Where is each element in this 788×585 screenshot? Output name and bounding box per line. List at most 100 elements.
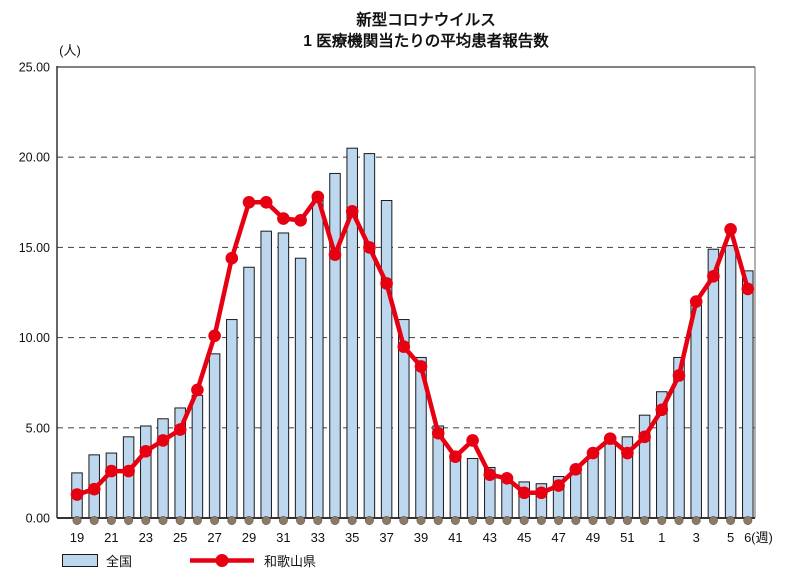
legend: 全国 和歌山県: [62, 551, 316, 570]
x-tick-29: 29: [242, 530, 256, 545]
x-tick-5: 5: [727, 530, 734, 545]
line-point-week-42: [466, 434, 479, 447]
line-point-week-52: [638, 430, 651, 444]
baseline-dot-week-26: [192, 515, 202, 525]
x-tick-39: 39: [414, 530, 428, 545]
baseline-dot-week-21: [106, 515, 116, 525]
x-tick-33: 33: [311, 530, 325, 545]
baseline-dot-week-2: [674, 515, 684, 525]
y-tick-20.00: 20.00: [19, 151, 50, 165]
x-tick-25: 25: [173, 530, 187, 545]
line-point-week-45: [517, 486, 531, 500]
bar-week-41: [449, 456, 462, 519]
x-tick-21: 21: [104, 530, 118, 545]
bar-series-zenkoku: [71, 147, 754, 519]
bar-week-24: [157, 418, 169, 519]
bar-week-6: [742, 270, 754, 519]
line-point-week-5: [724, 223, 737, 236]
line-point-week-31: [277, 212, 290, 225]
baseline-dot-week-24: [158, 515, 168, 525]
legend-label-zenkoku: 全国: [106, 554, 133, 569]
bar-week-49: [587, 454, 599, 519]
baseline-dot-week-19: [72, 515, 82, 525]
baseline-dot-week-27: [210, 515, 220, 525]
baseline-dot-week-32: [296, 515, 306, 525]
bar-week-31: [277, 232, 290, 519]
y-tick-10.00: 10.00: [19, 331, 50, 345]
baseline-dot-week-38: [399, 515, 409, 525]
x-tick-35: 35: [345, 530, 359, 545]
baseline-dot-week-4: [708, 515, 718, 525]
baseline-dot-week-41: [450, 515, 460, 525]
x-axis-unit-label: (週): [751, 530, 773, 545]
baseline-dot-week-42: [468, 515, 478, 525]
line-point-week-43: [483, 468, 497, 482]
line-point-week-19: [70, 488, 84, 501]
bar-week-33: [312, 194, 324, 519]
x-tick-19: 19: [70, 530, 84, 545]
baseline-dot-week-48: [571, 515, 581, 525]
line-point-week-32: [294, 214, 307, 227]
bar-week-22: [122, 436, 135, 519]
line-point-week-35: [345, 205, 359, 218]
y-axis-unit-label: (人): [59, 43, 81, 58]
line-point-week-3: [689, 295, 703, 308]
line-point-week-40: [431, 426, 445, 440]
baseline-dot-week-31: [278, 515, 288, 525]
bar-week-21: [105, 452, 118, 519]
line-point-week-22: [122, 464, 135, 478]
bar-week-30: [260, 230, 272, 519]
x-tick-23: 23: [139, 530, 153, 545]
line-point-week-23: [139, 444, 153, 458]
x-tick-45: 45: [517, 530, 531, 545]
bar-week-23: [140, 425, 152, 519]
baseline-dot-week-46: [536, 515, 546, 525]
legend-item-zenkoku: 全国: [62, 551, 132, 570]
baseline-dot-week-20: [89, 515, 99, 525]
line-point-week-29: [242, 196, 256, 209]
x-tick-41: 41: [448, 530, 462, 545]
x-tick-6: 6: [744, 530, 751, 545]
baseline-dot-week-25: [175, 515, 185, 525]
x-tick-37: 37: [379, 530, 393, 545]
line-point-week-27: [208, 329, 221, 343]
baseline-dot-week-51: [622, 515, 632, 525]
bar-week-32: [294, 257, 307, 519]
line-point-week-20: [87, 482, 101, 496]
baseline-dot-week-44: [502, 515, 512, 525]
x-tick-31: 31: [276, 530, 290, 545]
baseline-dot-week-40: [433, 515, 443, 525]
line-point-week-51: [621, 446, 634, 460]
baseline-markers: [72, 515, 753, 525]
baseline-dot-week-35: [347, 515, 357, 525]
line-point-week-1: [655, 403, 669, 417]
line-point-week-36: [363, 241, 376, 254]
baseline-dot-week-45: [519, 515, 529, 525]
baseline-dot-week-43: [485, 515, 495, 525]
bar-week-35: [346, 147, 358, 519]
baseline-dot-week-30: [261, 515, 271, 525]
line-series-wakayama: [70, 190, 755, 501]
legend-label-wakayama: 和歌山県: [264, 554, 317, 569]
baseline-dot-week-36: [364, 515, 374, 525]
bar-week-48: [570, 472, 582, 519]
y-tick-15.00: 15.00: [19, 241, 50, 255]
line-point-week-44: [500, 472, 514, 485]
baseline-dot-week-52: [640, 515, 650, 525]
x-tick-1: 1: [658, 530, 665, 545]
line-point-week-21: [105, 464, 118, 478]
baseline-dot-week-49: [588, 515, 598, 525]
baseline-dot-week-28: [227, 515, 237, 525]
line-point-week-41: [449, 450, 462, 463]
bar-week-3: [690, 304, 702, 519]
baseline-dot-week-23: [141, 515, 151, 525]
bar-week-34: [329, 172, 341, 519]
baseline-dot-week-37: [382, 515, 392, 525]
line-point-week-50: [603, 432, 617, 445]
bar-week-37: [380, 199, 393, 519]
legend-bar-swatch: [62, 554, 98, 567]
baseline-dot-week-6: [743, 515, 753, 525]
bar-week-28: [226, 319, 238, 519]
wakayama-line: [74, 194, 751, 497]
